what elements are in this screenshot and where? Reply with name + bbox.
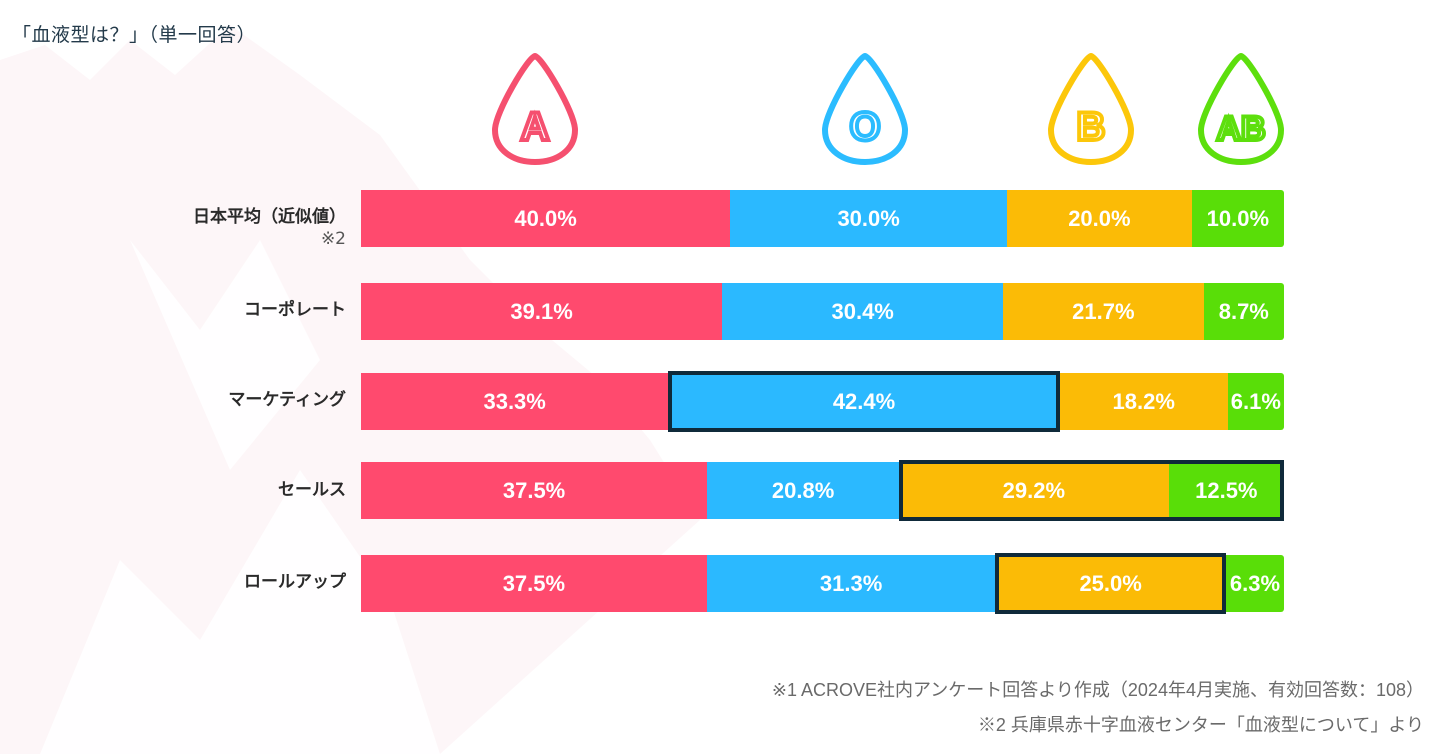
legend-item-a: A [489, 50, 581, 168]
bar-segment-a: 37.5% [361, 555, 707, 612]
bar-segment-b: 25.0% [995, 555, 1226, 612]
bar-segment-o: 30.0% [730, 190, 1008, 247]
blood-drop-icon: AB [1198, 53, 1284, 165]
bar-segment-ab: 6.1% [1227, 373, 1284, 430]
bar-segment-a: 40.0% [361, 190, 731, 247]
category-label: 日本平均（近似値） ※2 [193, 206, 346, 250]
drop-outline [1048, 53, 1134, 165]
data-label: 30.0% [837, 205, 900, 231]
blood-drop-icon: O [822, 53, 908, 165]
data-label: 40.0% [514, 205, 577, 231]
data-label: 20.8% [771, 477, 835, 503]
category-footnote: ※2 [320, 229, 346, 249]
data-label: 42.4% [832, 388, 896, 414]
drop-outline [822, 53, 908, 165]
legend-label: AB [1216, 110, 1265, 148]
data-label: 25.0% [1079, 570, 1142, 596]
blood-drop-icon: B [1048, 53, 1134, 165]
category-label-text: マーケティング [228, 390, 346, 410]
bar-segment-b: 20.0% [1007, 190, 1192, 247]
category-label: ロールアップ [244, 571, 346, 593]
category-label: コーポレート [244, 299, 346, 321]
category-label-text: セールス [278, 480, 346, 500]
chart-title: 「血液型は？」（単一回答） [12, 24, 257, 46]
legend-item-ab: AB [1195, 50, 1287, 168]
data-label: 21.7% [1072, 298, 1135, 324]
data-label: 37.5% [502, 477, 566, 503]
data-label: 8.7% [1218, 298, 1269, 324]
bar-segment-ab: 12.5% [1168, 462, 1284, 519]
bar-segment-o: 31.3% [706, 555, 996, 612]
bar-segment-ab: 6.3% [1225, 555, 1284, 612]
category-label-text: 日本平均（近似値） [193, 207, 346, 227]
legend-item-b: B [1045, 50, 1137, 168]
bar-segment-a: 39.1% [361, 283, 723, 340]
footnote-1: ※1 ACROVE社内アンケート回答より作成（2024年4月実施、有効回答数：1… [771, 680, 1424, 700]
bar-segment-o: 30.4% [722, 283, 1004, 340]
legend-label: A [521, 105, 550, 149]
data-label: 12.5% [1195, 477, 1258, 503]
category-label-text: ロールアップ [244, 572, 346, 592]
blood-drop-icon: A [492, 53, 578, 165]
category-label: マーケティング [228, 389, 346, 411]
footnote-2: ※2 兵庫県赤十字血液センター「血液型について」より [977, 715, 1424, 735]
data-label: 30.4% [831, 298, 894, 324]
bar-segment-o: 42.4% [668, 373, 1060, 430]
bar-segment-b: 18.2% [1059, 373, 1228, 430]
bar-segment-b: 21.7% [1003, 283, 1204, 340]
bar-segment-o: 20.8% [707, 462, 900, 519]
legend-label: O [849, 105, 880, 149]
bar-segment-ab: 10.0% [1191, 190, 1284, 247]
drop-outline [492, 53, 578, 165]
legend-label: B [1077, 105, 1106, 149]
bar-segment-b: 29.2% [899, 462, 1169, 519]
data-label: 6.1% [1230, 388, 1281, 414]
bar-segment-ab: 8.7% [1203, 283, 1284, 340]
data-label: 39.1% [510, 298, 573, 324]
category-label: セールス [278, 479, 346, 501]
category-label-text: コーポレート [244, 300, 346, 320]
data-label: 10.0% [1206, 205, 1270, 231]
drop-outline [1198, 53, 1284, 165]
data-label: 31.3% [819, 570, 883, 596]
bar-segment-a: 37.5% [361, 462, 708, 519]
data-label: 37.5% [502, 570, 566, 596]
data-label: 6.3% [1229, 570, 1281, 596]
data-label: 33.3% [483, 388, 546, 414]
legend-item-o: O [819, 50, 911, 168]
data-label: 29.2% [1002, 477, 1066, 503]
bar-segment-a: 33.3% [361, 373, 669, 430]
data-label: 18.2% [1112, 388, 1175, 414]
data-label: 20.0% [1068, 205, 1131, 231]
